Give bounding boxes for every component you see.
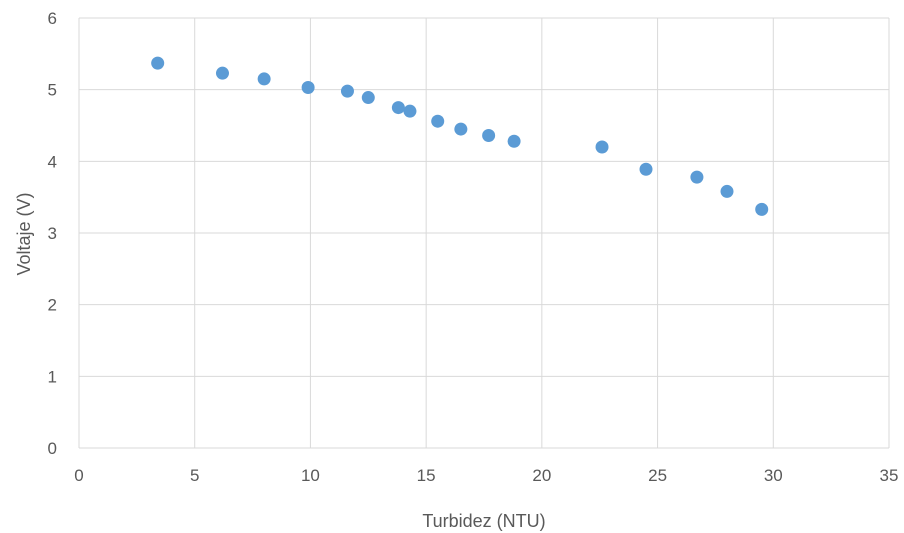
y-axis-title: Voltaje (V) xyxy=(14,192,34,275)
y-tick-label: 0 xyxy=(48,439,57,458)
data-point xyxy=(215,66,229,80)
data-point xyxy=(507,134,521,148)
data-point xyxy=(403,104,417,118)
x-tick-label: 5 xyxy=(190,466,199,485)
y-tick-label: 4 xyxy=(48,152,57,171)
data-point xyxy=(257,72,271,86)
x-tick-label: 35 xyxy=(880,466,899,485)
data-point xyxy=(595,140,609,154)
data-point xyxy=(690,170,704,184)
x-axis-title: Turbidez (NTU) xyxy=(422,511,545,531)
x-tick-label: 10 xyxy=(301,466,320,485)
gridlines xyxy=(78,17,890,449)
x-tick-label: 20 xyxy=(532,466,551,485)
data-points xyxy=(151,56,769,216)
data-point xyxy=(431,114,445,128)
data-point xyxy=(482,129,496,143)
y-tick-label: 6 xyxy=(48,9,57,28)
data-point xyxy=(639,162,653,176)
y-tick-label: 5 xyxy=(48,81,57,100)
y-tick-label: 1 xyxy=(48,367,57,386)
data-point xyxy=(755,202,769,216)
data-point xyxy=(301,81,315,95)
x-tick-label: 25 xyxy=(648,466,667,485)
x-tick-label: 30 xyxy=(764,466,783,485)
data-point xyxy=(361,91,375,105)
y-tick-label: 3 xyxy=(48,224,57,243)
data-point xyxy=(454,122,468,136)
data-point xyxy=(151,56,165,70)
data-point xyxy=(391,101,405,115)
data-point xyxy=(340,84,354,98)
x-tick-label: 15 xyxy=(417,466,436,485)
x-tick-label: 0 xyxy=(74,466,83,485)
tick-labels: 0 1 2 3 4 5 6 0 5 10 15 20 25 30 35 xyxy=(48,9,899,485)
data-point xyxy=(720,184,734,198)
y-tick-label: 2 xyxy=(48,296,57,315)
